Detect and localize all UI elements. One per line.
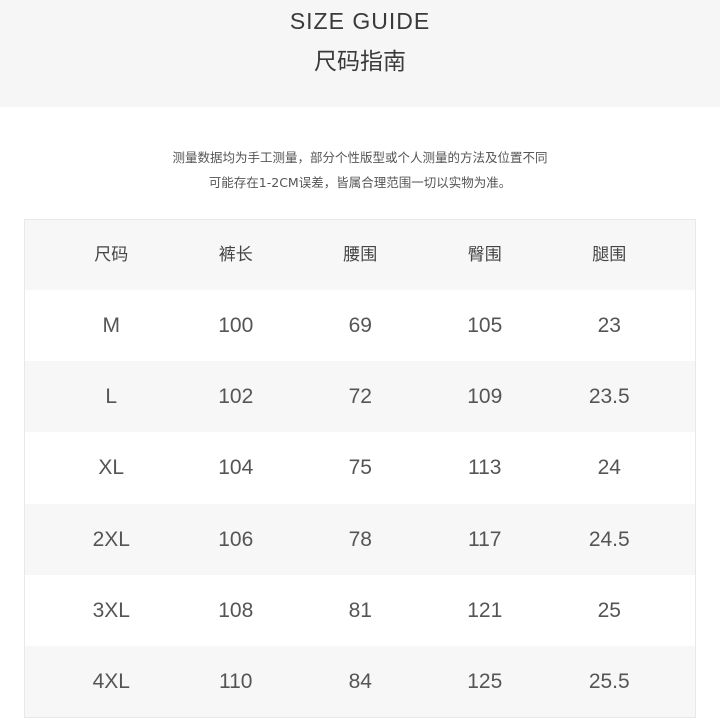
size-table: 尺码 裤长 腰围 臀围 腿围 M 100 69 105 23 L 102 72 109 23.5 XL 104 7… [24,219,696,718]
column-header: 裤长 [218,245,253,265]
table-cell: L [105,385,118,409]
table-row: L 102 72 109 23.5 [25,361,695,433]
table-cell: 100 [218,314,254,337]
column-header: 尺码 [94,245,129,265]
table-row: 4XL 110 84 125 25.5 [25,646,695,718]
table-cell: 106 [218,527,254,551]
table-cell: 105 [467,314,503,337]
table-cell: 104 [218,456,254,480]
table-cell: M [102,314,121,337]
table-row: XL 104 75 113 24 [25,432,695,503]
table-cell: 25.5 [588,670,630,693]
table-cell: 81 [348,598,372,622]
table-cell: 108 [218,598,254,622]
column-header: 腿围 [592,245,627,265]
table-cell: 24 [597,456,621,480]
title-english: SIZE GUIDE [289,8,431,34]
table-cell: 69 [348,314,372,337]
table-cell: 102 [218,385,254,409]
table-cell: 110 [219,670,253,693]
column-header: 臀围 [467,245,502,265]
table-cell: 109 [467,385,503,409]
table-cell: 4XL [92,670,130,693]
table-cell: 121 [467,598,503,622]
table-row: 2XL 106 78 117 24.5 [25,503,695,575]
table-cell: 125 [467,670,503,693]
table-cell: 84 [348,670,372,693]
table-cell: 25 [597,598,621,622]
measurement-note-line-1: 测量数据均为手工测量，部分个性版型或个人测量的方法及位置不同 [172,150,548,165]
table-cell: 75 [348,456,372,480]
table-cell: 2XL [92,527,130,551]
column-header: 腰围 [343,245,378,265]
table-cell: 23 [597,314,621,337]
table-cell: 24.5 [588,527,630,551]
table-cell: 113 [468,456,502,480]
table-row: 3XL 108 81 121 25 [25,575,695,646]
table-header-row: 尺码 裤长 腰围 臀围 腿围 [25,220,695,290]
table-cell: 3XL [92,598,130,622]
table-cell: 117 [468,527,502,551]
table-cell: 23.5 [588,385,630,409]
measurement-note-line-2: 可能存在1-2CM误差，皆属合理范围一切以实物为准。 [208,175,512,190]
header-banner: SIZE GUIDE 尺码指南 [0,0,720,107]
table-cell: XL [98,456,125,480]
table-row: M 100 69 105 23 [25,290,695,361]
table-cell: 72 [348,385,372,409]
table-cell: 78 [348,527,372,551]
title-chinese: 尺码指南 [314,49,406,75]
